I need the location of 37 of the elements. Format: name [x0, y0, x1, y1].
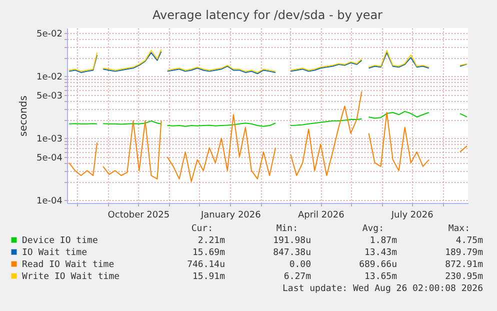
- y-tick-label: 5e-04: [36, 153, 63, 164]
- y-tick-label: 1e-04: [36, 196, 63, 207]
- text: 13.65m: [364, 272, 397, 282]
- chart-title: Average latency for /dev/sda - by year: [152, 8, 383, 22]
- text: 13.43m: [364, 248, 397, 258]
- y-tick-label: 1e-03: [36, 134, 62, 145]
- text: Last update: Wed Aug 26 02:00:08 2026: [282, 284, 483, 294]
- text: 746.14u: [187, 260, 225, 270]
- text: 15.69m: [192, 248, 225, 258]
- text: Avg:: [362, 224, 384, 234]
- text: 689.66u: [359, 260, 397, 270]
- legend-label: IO Wait time: [22, 248, 88, 258]
- text: 4.75m: [456, 236, 483, 246]
- text: Max:: [448, 224, 470, 234]
- legend-label: Device IO time: [22, 236, 98, 246]
- text: Cur:: [191, 224, 213, 234]
- text: 847.38u: [273, 248, 311, 258]
- y-tick-label: 5e-03: [36, 91, 62, 102]
- text: 2.21m: [198, 236, 225, 246]
- text: 0.00: [289, 260, 311, 270]
- text: 189.79m: [445, 248, 483, 258]
- y-tick-label: 5e-02: [36, 29, 62, 40]
- text: 6.27m: [284, 272, 311, 282]
- text: 230.95m: [445, 272, 483, 282]
- text: 15.91m: [192, 272, 225, 282]
- text: 191.98u: [273, 236, 311, 246]
- text: Min:: [276, 224, 298, 234]
- legend-label: Write IO Wait time: [22, 272, 120, 282]
- text: 1.87m: [370, 236, 397, 246]
- x-tick-label: January 2026: [200, 210, 262, 220]
- x-tick-label: April 2026: [298, 210, 345, 220]
- text: 872.91m: [445, 260, 483, 270]
- x-tick-label: July 2026: [390, 210, 434, 220]
- y-axis-title: seconds: [18, 96, 30, 136]
- y-tick-label: 1e-02: [36, 72, 62, 83]
- legend-label: Read IO Wait time: [22, 260, 114, 270]
- x-tick-label: October 2025: [108, 210, 170, 220]
